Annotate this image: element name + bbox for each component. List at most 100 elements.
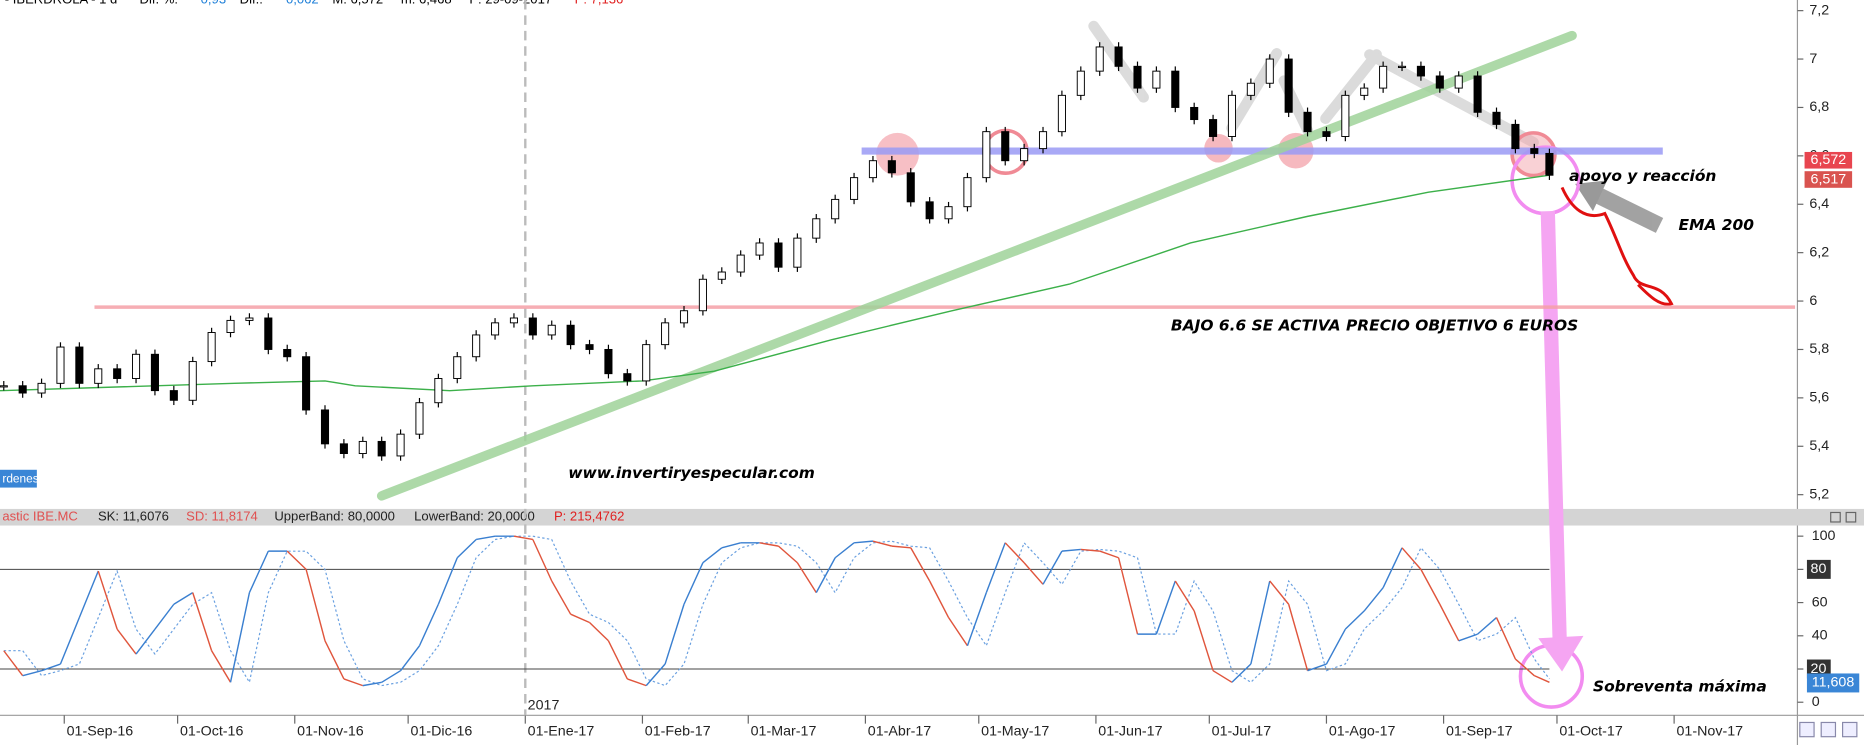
sk-segment bbox=[1099, 550, 1119, 559]
y-tick-label: 5,2 bbox=[1809, 486, 1829, 502]
indicator-header: UpperBand: 80,0000 bbox=[274, 509, 395, 524]
annotation: apoyo y reacción bbox=[1569, 167, 1716, 185]
sk-segment bbox=[947, 617, 969, 647]
y-tick-label: 100 bbox=[1812, 528, 1836, 544]
orders-tab[interactable] bbox=[0, 469, 37, 488]
sk-segment bbox=[229, 592, 251, 683]
sk-segment bbox=[1080, 548, 1100, 552]
candle bbox=[94, 368, 103, 384]
header-item: 0,93 bbox=[201, 0, 226, 6]
zoom-button[interactable] bbox=[1820, 721, 1837, 738]
x-tick-label: 01-Sep-16 bbox=[67, 724, 134, 740]
indicator-header: astic IBE.MC bbox=[2, 509, 77, 524]
candle bbox=[1530, 148, 1539, 154]
last-value-label: 11,608 bbox=[1812, 675, 1855, 691]
panel-separator bbox=[0, 508, 1864, 526]
indicator-header: SK: 11,6076 bbox=[98, 509, 169, 524]
header-item: P: 7,136 bbox=[575, 0, 624, 6]
candle bbox=[415, 402, 424, 435]
candle bbox=[1020, 148, 1029, 162]
header-item: P: 29-09-2017 bbox=[469, 0, 552, 6]
candle bbox=[320, 409, 330, 445]
ema-line bbox=[0, 174, 1550, 392]
sk-segment bbox=[305, 569, 326, 641]
price-label-box bbox=[1804, 151, 1853, 169]
candle bbox=[302, 356, 311, 411]
sk-segment bbox=[1401, 547, 1422, 570]
sk-segment bbox=[41, 663, 61, 672]
sk-segment bbox=[664, 604, 685, 665]
sk-segment bbox=[683, 562, 704, 605]
candle bbox=[1209, 119, 1218, 137]
year-label: 2017 bbox=[528, 698, 560, 714]
x-tick-label: 01-Nov-17 bbox=[1676, 724, 1743, 740]
candle bbox=[1397, 65, 1407, 68]
sk-segment bbox=[1004, 542, 1025, 564]
sk-segment bbox=[248, 550, 269, 593]
panel-button[interactable] bbox=[1830, 511, 1841, 523]
candle bbox=[434, 378, 443, 404]
candle bbox=[472, 334, 481, 358]
y-tick-label: 5,6 bbox=[1809, 390, 1829, 406]
sk-segment bbox=[1439, 603, 1460, 642]
sk-segment bbox=[173, 592, 194, 605]
x-tick-label: 01-Mar-17 bbox=[751, 724, 817, 740]
candle bbox=[396, 433, 405, 457]
candle bbox=[1303, 111, 1312, 133]
price-label-box bbox=[1804, 171, 1853, 188]
sk-segment bbox=[3, 650, 24, 677]
y-tick-label: 7 bbox=[1809, 51, 1817, 67]
indicator-header: P: 215,4762 bbox=[554, 509, 624, 524]
sk-segment bbox=[22, 669, 42, 677]
band-label: 80 bbox=[1811, 561, 1827, 577]
sk-segment bbox=[116, 628, 137, 655]
zoom-button[interactable] bbox=[1799, 721, 1815, 738]
candle bbox=[491, 322, 500, 336]
drawing-arrowhead bbox=[1575, 180, 1608, 212]
candle bbox=[1057, 94, 1066, 133]
candle bbox=[812, 218, 821, 239]
x-tick-label: 01-Nov-16 bbox=[297, 724, 364, 740]
candle bbox=[1545, 152, 1554, 176]
header-item: 0,062 bbox=[286, 0, 319, 6]
panel-button[interactable] bbox=[1845, 511, 1857, 523]
zoom-button[interactable] bbox=[1842, 721, 1858, 738]
sk-segment bbox=[154, 603, 175, 630]
sk-segment bbox=[1212, 670, 1233, 683]
candle bbox=[717, 271, 726, 280]
sk-segment bbox=[645, 663, 666, 687]
sk-segment bbox=[834, 542, 855, 559]
candle bbox=[1473, 75, 1482, 113]
drawing-arrow bbox=[1540, 210, 1567, 641]
candle bbox=[358, 440, 367, 455]
sk-segment bbox=[872, 540, 893, 547]
candle bbox=[245, 317, 254, 321]
sk-segment bbox=[1193, 610, 1214, 671]
sk-segment bbox=[324, 640, 345, 680]
sk-segment bbox=[1231, 663, 1252, 683]
sk-segment bbox=[854, 540, 874, 544]
sk-segment bbox=[437, 557, 458, 605]
candle bbox=[1379, 65, 1388, 89]
sk-segment bbox=[1269, 580, 1290, 605]
sk-segment bbox=[1023, 562, 1044, 585]
sk-segment bbox=[513, 535, 533, 541]
header-item: Dif.: bbox=[240, 0, 263, 6]
y-tick-label: 5,4 bbox=[1809, 438, 1829, 454]
sk-segment bbox=[1495, 617, 1517, 660]
sk-segment bbox=[1155, 580, 1176, 635]
candle bbox=[1133, 65, 1142, 89]
sk-segment bbox=[1042, 550, 1063, 585]
orders-tab-label[interactable]: rdenes bbox=[2, 471, 38, 485]
candle bbox=[169, 390, 178, 401]
candle bbox=[207, 332, 216, 363]
candle bbox=[887, 160, 896, 174]
band-label-box bbox=[1806, 559, 1831, 579]
sk-segment bbox=[1477, 616, 1497, 635]
candle bbox=[226, 319, 235, 333]
candle bbox=[37, 382, 46, 394]
sk-segment bbox=[985, 542, 1006, 593]
sk-segment bbox=[476, 535, 496, 541]
